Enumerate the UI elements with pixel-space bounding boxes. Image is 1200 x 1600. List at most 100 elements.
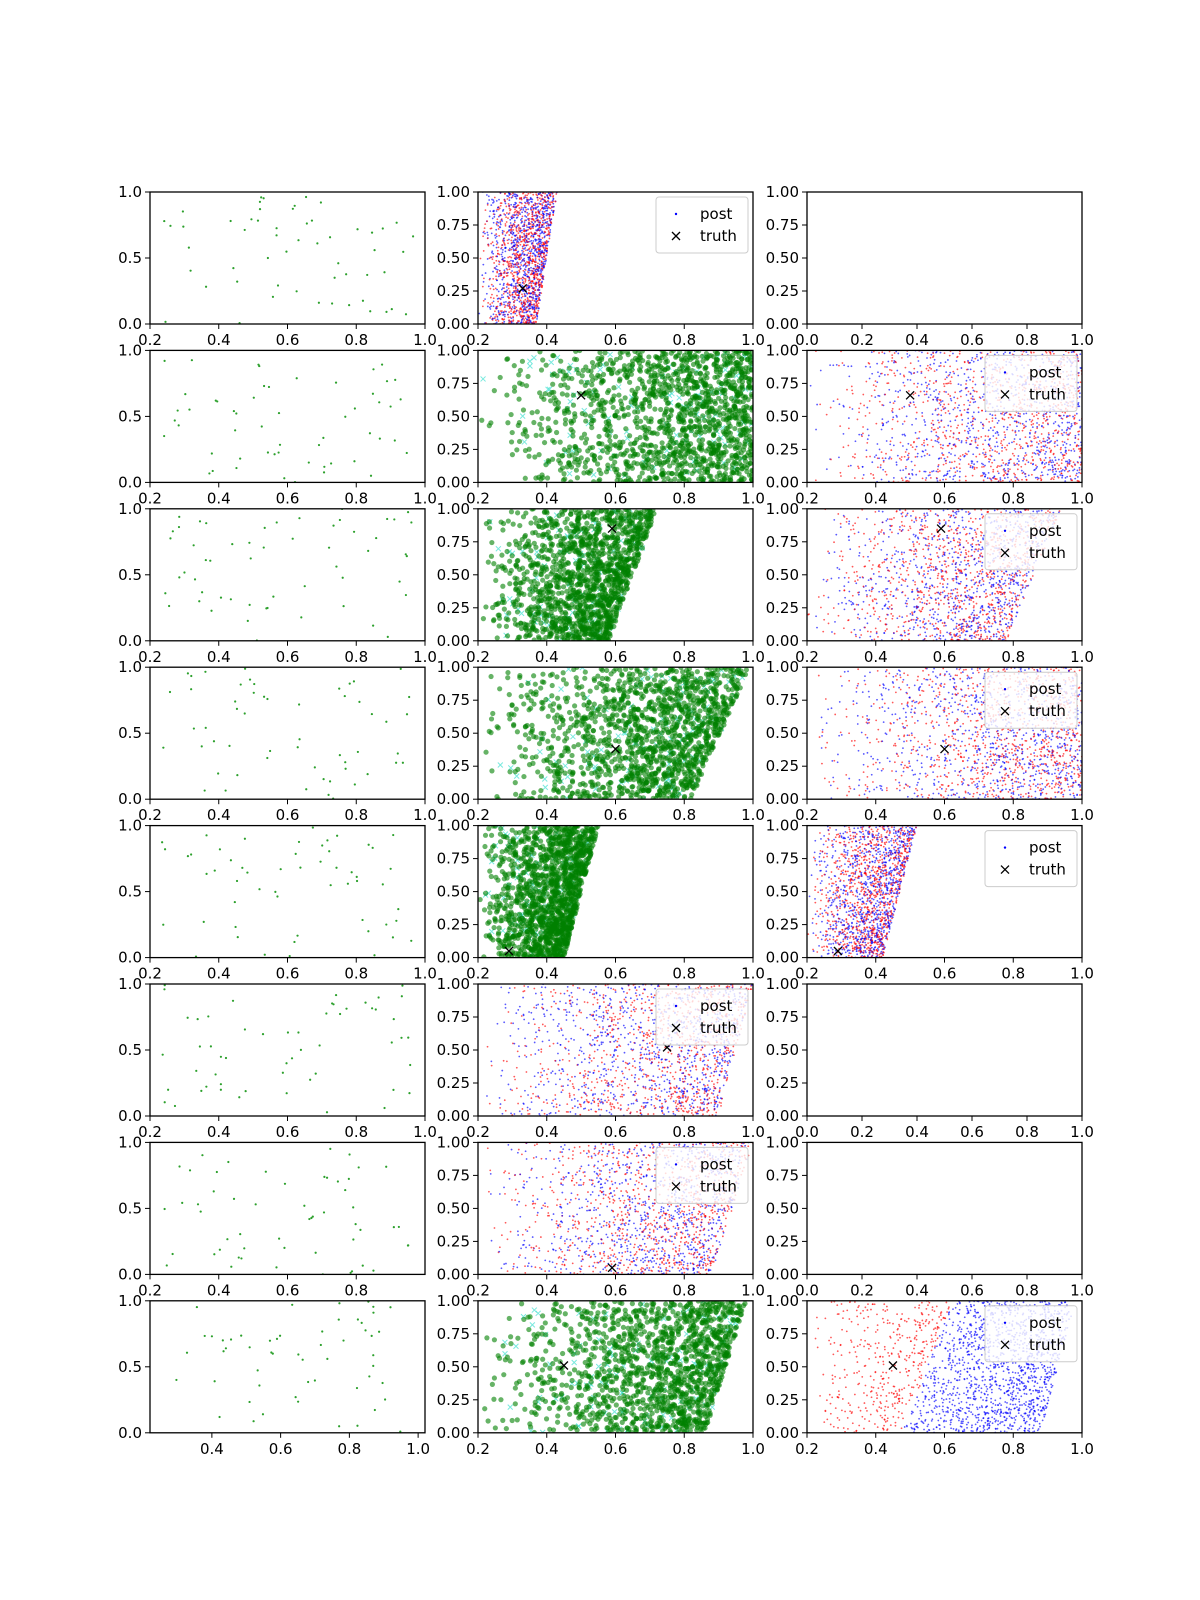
posterior-point xyxy=(524,196,527,199)
posterior-point xyxy=(1068,463,1071,466)
posterior-point xyxy=(728,382,734,389)
posterior-point xyxy=(977,359,979,362)
posterior-point xyxy=(682,458,688,465)
posterior-point xyxy=(704,354,711,361)
posterior-point xyxy=(703,448,709,454)
posterior-point xyxy=(520,206,523,209)
posterior-point xyxy=(551,199,554,202)
posterior-point xyxy=(499,223,502,226)
posterior-point xyxy=(506,292,509,295)
posterior-point xyxy=(984,464,986,467)
posterior-point xyxy=(958,479,961,482)
posterior-point xyxy=(926,400,929,402)
x-tick-label: 0.2 xyxy=(138,489,162,507)
posterior-point xyxy=(513,219,516,222)
posterior-point xyxy=(499,202,502,205)
posterior-point xyxy=(1066,460,1069,463)
posterior-point xyxy=(492,221,495,224)
posterior-point xyxy=(648,442,655,448)
posterior-point xyxy=(502,296,505,299)
posterior-point xyxy=(1013,462,1016,465)
posterior-point xyxy=(525,311,527,314)
posterior-point xyxy=(523,264,526,266)
posterior-point xyxy=(514,291,517,294)
posterior-point xyxy=(916,437,919,440)
posterior-point xyxy=(1035,414,1038,416)
posterior-point xyxy=(510,259,512,262)
posterior-point xyxy=(894,390,897,393)
posterior-point xyxy=(510,264,513,267)
posterior-point xyxy=(687,397,694,404)
posterior-point xyxy=(491,388,497,394)
posterior-point xyxy=(1040,433,1043,435)
posterior-point xyxy=(536,314,539,317)
posterior-point xyxy=(938,365,941,368)
posterior-point xyxy=(522,321,525,324)
posterior-point xyxy=(528,198,531,201)
posterior-point xyxy=(530,250,533,253)
posterior-point xyxy=(509,222,512,224)
posterior-point xyxy=(525,244,528,247)
posterior-point xyxy=(712,400,719,407)
posterior-point xyxy=(481,285,484,288)
posterior-point xyxy=(516,276,519,278)
posterior-point xyxy=(972,360,975,363)
posterior-point xyxy=(500,310,503,312)
posterior-point xyxy=(905,467,907,470)
posterior-point xyxy=(862,474,865,476)
proposal-point xyxy=(480,376,486,382)
posterior-point xyxy=(547,197,550,200)
posterior-point xyxy=(527,279,530,282)
posterior-point xyxy=(878,352,880,354)
posterior-point xyxy=(1036,422,1038,424)
posterior-point xyxy=(532,270,535,273)
truth-marker xyxy=(576,390,586,400)
posterior-point xyxy=(909,371,912,374)
posterior-point xyxy=(541,195,543,197)
posterior-point xyxy=(550,381,556,387)
point xyxy=(260,425,263,428)
posterior-point xyxy=(891,428,894,430)
posterior-point xyxy=(973,463,976,466)
posterior-point xyxy=(642,427,648,433)
posterior-point xyxy=(495,235,498,238)
posterior-point xyxy=(894,374,897,377)
posterior-point xyxy=(514,201,517,204)
posterior-point xyxy=(909,401,912,404)
posterior-point xyxy=(531,201,533,203)
posterior-point xyxy=(493,317,496,320)
posterior-point xyxy=(1003,418,1006,421)
posterior-point xyxy=(530,296,533,298)
posterior-point xyxy=(540,217,543,220)
posterior-point xyxy=(508,249,511,252)
posterior-point xyxy=(538,238,540,241)
posterior-point xyxy=(551,371,557,377)
posterior-point xyxy=(741,454,748,460)
posterior-point xyxy=(531,419,537,426)
point xyxy=(372,368,375,371)
posterior-point xyxy=(520,221,523,224)
posterior-point xyxy=(495,255,497,258)
posterior-point xyxy=(532,240,535,242)
posterior-point xyxy=(963,429,966,432)
posterior-point xyxy=(1005,448,1008,451)
posterior-point xyxy=(538,367,545,373)
posterior-point xyxy=(884,393,887,396)
posterior-point xyxy=(548,231,551,234)
posterior-point xyxy=(1036,476,1039,479)
posterior-point xyxy=(969,464,972,467)
posterior-point xyxy=(560,376,567,382)
posterior-point xyxy=(532,454,538,460)
posterior-point xyxy=(1013,438,1016,440)
posterior-point xyxy=(534,264,537,266)
posterior-point xyxy=(976,466,978,469)
posterior-point xyxy=(937,427,939,429)
posterior-point xyxy=(1052,453,1055,456)
posterior-point xyxy=(539,203,542,205)
posterior-point xyxy=(513,214,516,216)
posterior-point xyxy=(1007,464,1009,466)
posterior-point xyxy=(531,233,534,236)
posterior-point xyxy=(923,470,926,473)
posterior-point xyxy=(891,409,893,412)
posterior-point xyxy=(714,474,720,480)
